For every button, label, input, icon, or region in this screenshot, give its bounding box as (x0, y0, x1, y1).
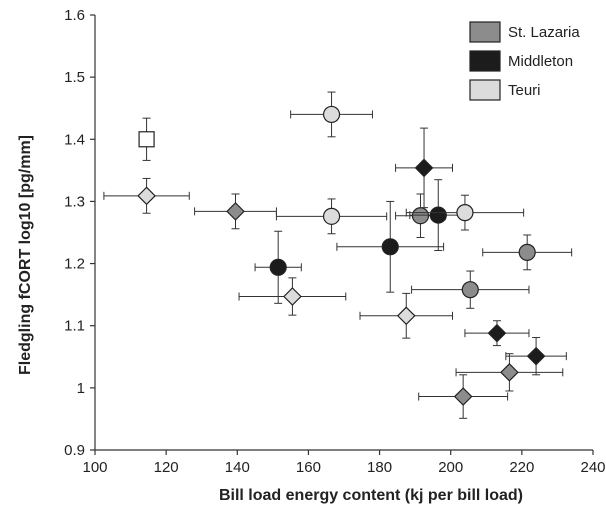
data-point-middleton-diamond (414, 158, 434, 178)
x-tick-label: 180 (367, 459, 392, 476)
x-axis-label: Bill load energy content (kj per bill lo… (219, 487, 523, 504)
legend: St. Lazaria Middleton Teuri (469, 21, 580, 101)
x-tick-label: 100 (82, 459, 107, 476)
legend-swatch-teuri (469, 79, 501, 101)
y-tick-label: 1.4 (64, 131, 85, 148)
data-point-middleton-circle (269, 258, 287, 276)
y-tick-label: 1.3 (64, 193, 85, 210)
x-tick-label: 220 (509, 459, 534, 476)
y-tick-label: 1.6 (64, 7, 85, 24)
data-point-middleton-diamond (526, 346, 546, 366)
data-point-teuri-circle (322, 207, 341, 225)
x-tick-label: 120 (154, 459, 179, 476)
legend-label-st-lazaria: St. Lazaria (508, 24, 580, 41)
data-point-st-lazaria-diamond (500, 362, 519, 382)
data-point-st-lazaria-diamond (453, 387, 473, 406)
data-point-middleton-circle (429, 206, 447, 224)
data-point-teuri-diamond (396, 306, 416, 326)
data-point-teuri-circle (456, 204, 474, 222)
y-tick-label: 0.9 (64, 442, 85, 459)
y-tick-label: 1.5 (64, 69, 85, 86)
y-tick-label: 1 (77, 380, 85, 397)
plot-area: 100 120 140 160 180 200 220 240 0.9 1 1.1 1.2 1.3 1.4… (64, 7, 605, 476)
y-tick-label: 1.1 (64, 318, 85, 335)
data-point-st-lazaria-diamond (226, 202, 245, 221)
x-tick-label: 200 (438, 459, 463, 476)
legend-swatch-middleton (469, 50, 501, 72)
data-point-middleton-diamond (487, 323, 507, 343)
data-point-st-lazaria-circle (518, 243, 536, 261)
x-tick-label: 140 (225, 459, 250, 476)
y-axis-label: Fledgling fCORT log10 [pg/mm] (17, 135, 34, 375)
data-point-teuri-square (138, 131, 155, 148)
y-tick-label: 1.2 (64, 256, 85, 273)
data-point-teuri-diamond (283, 287, 302, 306)
data-point-middleton-circle (381, 238, 399, 256)
legend-label-middleton: Middleton (508, 53, 573, 70)
legend-label-teuri: Teuri (508, 82, 541, 99)
data-point-st-lazaria-circle (411, 207, 430, 225)
x-tick-label: 240 (580, 459, 605, 476)
x-tick-label: 160 (296, 459, 321, 476)
legend-swatch-st-lazaria (469, 21, 501, 43)
data-point-teuri-circle (322, 105, 341, 124)
data-point-teuri-diamond (137, 186, 156, 206)
data-point-st-lazaria-circle (461, 281, 479, 299)
